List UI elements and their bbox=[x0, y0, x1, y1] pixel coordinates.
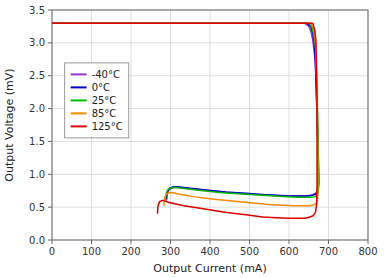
x-grid-line bbox=[249, 10, 250, 240]
legend-swatch bbox=[71, 112, 87, 114]
y-tick-label: 3.0 bbox=[29, 37, 45, 48]
x-tick bbox=[170, 240, 171, 244]
y-tick-label: 1.5 bbox=[29, 136, 45, 147]
x-tick bbox=[131, 240, 132, 244]
x-grid-line bbox=[328, 10, 329, 240]
legend-swatch bbox=[71, 125, 87, 127]
y-grid-line bbox=[52, 42, 368, 43]
y-tick-label: 2.0 bbox=[29, 103, 45, 114]
legend-label: 25°C bbox=[92, 95, 117, 106]
y-grid-line bbox=[52, 141, 368, 142]
x-tick-label: 500 bbox=[240, 246, 259, 257]
legend-label: 125°C bbox=[92, 121, 123, 132]
x-tick-label: 800 bbox=[358, 246, 377, 257]
x-axis-label: Output Current (mA) bbox=[153, 262, 266, 275]
legend-swatch bbox=[71, 73, 87, 75]
x-tick-label: 300 bbox=[161, 246, 180, 257]
y-tick bbox=[48, 108, 52, 109]
legend-label: 85°C bbox=[92, 108, 117, 119]
y-tick-label: 1.0 bbox=[29, 169, 45, 180]
plot-frame bbox=[52, 10, 368, 240]
legend-label: -40°C bbox=[92, 69, 120, 80]
curve bbox=[52, 23, 317, 218]
y-tick bbox=[48, 207, 52, 208]
x-grid-line bbox=[170, 10, 171, 240]
curves bbox=[52, 23, 319, 218]
y-tick bbox=[48, 75, 52, 76]
axes: 0 100 200 300 400 500 600 700 800 0.0 0.5 1.0 1.5 2.0… bbox=[3, 5, 378, 276]
y-grid-line bbox=[52, 207, 368, 208]
curve bbox=[52, 23, 318, 206]
x-tick-label: 100 bbox=[82, 246, 101, 257]
x-tick-label: 600 bbox=[279, 246, 298, 257]
x-tick-label: 700 bbox=[319, 246, 338, 257]
x-tick bbox=[249, 240, 250, 244]
y-tick bbox=[48, 141, 52, 142]
legend-box bbox=[65, 63, 129, 138]
x-grid-line bbox=[131, 10, 132, 240]
background bbox=[0, 0, 384, 278]
y-tick bbox=[48, 240, 52, 241]
x-tick-label: 400 bbox=[200, 246, 219, 257]
x-tick-label: 0 bbox=[49, 246, 55, 257]
x-tick bbox=[289, 240, 290, 244]
chart: 0 100 200 300 400 500 600 700 800 0.0 0.5 1.0 1.5 2.0… bbox=[0, 0, 384, 278]
y-tick-label: 3.5 bbox=[29, 5, 45, 16]
legend-swatch bbox=[71, 99, 87, 101]
y-tick bbox=[48, 10, 52, 11]
y-axis-label: Output Voltage (mV) bbox=[3, 68, 16, 181]
curve bbox=[52, 23, 319, 199]
x-grid-line bbox=[210, 10, 211, 240]
grid bbox=[52, 10, 368, 240]
legend-swatch bbox=[71, 86, 87, 88]
y-tick-label: 0.5 bbox=[29, 202, 45, 213]
curve bbox=[52, 23, 319, 200]
y-tick bbox=[48, 174, 52, 175]
x-tick bbox=[210, 240, 211, 244]
x-tick bbox=[368, 240, 369, 244]
y-tick bbox=[48, 42, 52, 43]
x-tick bbox=[52, 240, 53, 244]
curve bbox=[52, 23, 319, 200]
y-tick-label: 0.0 bbox=[29, 235, 45, 246]
x-tick-label: 200 bbox=[121, 246, 140, 257]
legend: -40°C 0°C 25°C 85°C 125°C bbox=[65, 63, 129, 138]
x-tick bbox=[328, 240, 329, 244]
legend-label: 0°C bbox=[92, 82, 110, 93]
y-tick-label: 2.5 bbox=[29, 70, 45, 81]
x-tick bbox=[91, 240, 92, 244]
y-grid-line bbox=[52, 174, 368, 175]
